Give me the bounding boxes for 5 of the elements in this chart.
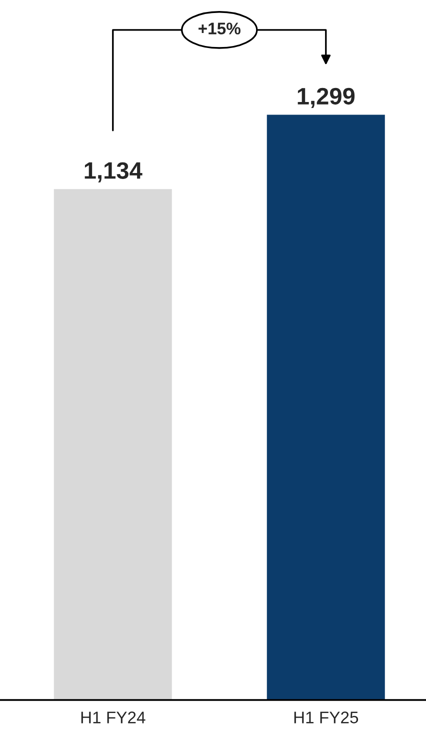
x-tick-label: H1 FY24 [81,712,146,724]
x-tick-label: H1 FY25 [294,712,358,724]
data-label: 1,299 [298,88,355,108]
data-label: 1,134 [84,162,142,182]
text: +15% [198,22,240,34]
